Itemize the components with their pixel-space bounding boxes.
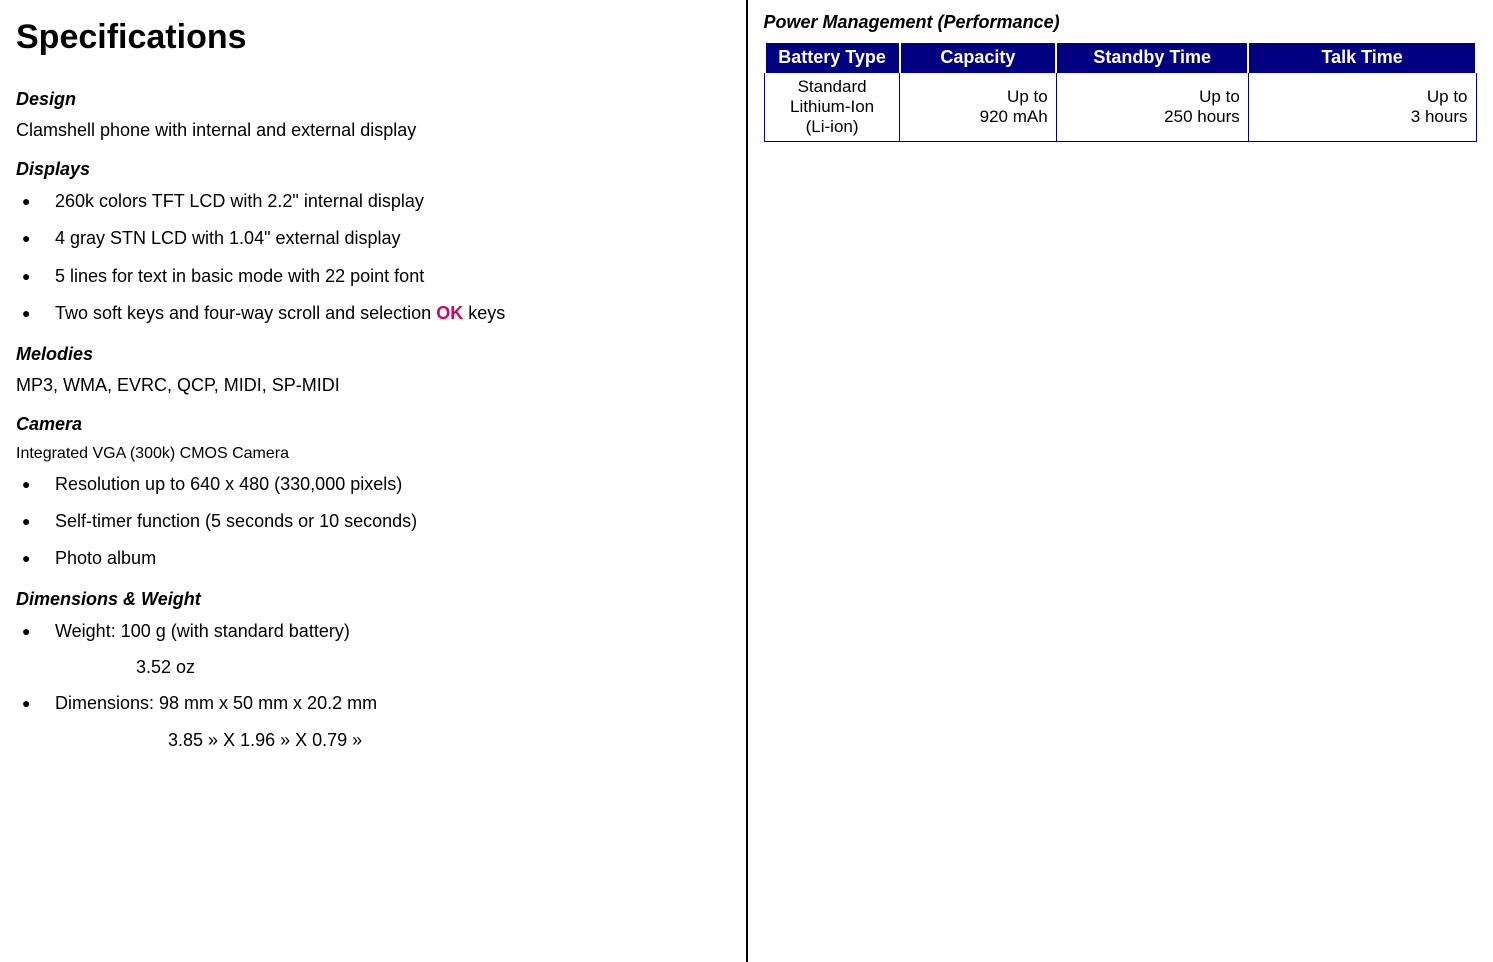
dimensions-list: Weight: 100 g (with standard battery) xyxy=(16,620,730,643)
table-cell: StandardLithium-Ion(Li-ion) xyxy=(765,73,900,142)
dimensions-list-2: Dimensions: 98 mm x 50 mm x 20.2 mm xyxy=(16,692,730,715)
power-heading: Power Management (Performance) xyxy=(764,12,1478,33)
list-item: 260k colors TFT LCD with 2.2" internal d… xyxy=(19,190,730,213)
power-table: Battery Type Capacity Standby Time Talk … xyxy=(764,43,1478,142)
table-row: StandardLithium-Ion(Li-ion) Up to920 mAh… xyxy=(765,73,1477,142)
table-header: Standby Time xyxy=(1056,43,1248,73)
list-item: 4 gray STN LCD with 1.04" external displ… xyxy=(19,227,730,250)
dim-sub: 3.85 » X 1.96 » X 0.79 » xyxy=(16,730,730,751)
left-column: Specifications Design Clamshell phone wi… xyxy=(0,0,748,962)
list-item: 5 lines for text in basic mode with 22 p… xyxy=(19,265,730,288)
list-item: Weight: 100 g (with standard battery) xyxy=(19,620,730,643)
right-column: Power Management (Performance) Battery T… xyxy=(748,0,1493,962)
list-text-prefix: Two soft keys and four-way scroll and se… xyxy=(55,303,436,323)
page-title: Specifications xyxy=(16,18,730,57)
list-item: Self-timer function (5 seconds or 10 sec… xyxy=(19,510,730,533)
table-body: StandardLithium-Ion(Li-ion) Up to920 mAh… xyxy=(765,73,1477,142)
ok-key-highlight: OK xyxy=(436,303,463,323)
table-cell: Up to250 hours xyxy=(1056,73,1248,142)
table-header: Talk Time xyxy=(1248,43,1476,73)
melodies-heading: Melodies xyxy=(16,344,730,365)
list-item: Two soft keys and four-way scroll and se… xyxy=(19,302,730,325)
table-header: Capacity xyxy=(900,43,1057,73)
camera-subtext: Integrated VGA (300k) CMOS Camera xyxy=(16,445,730,463)
dimensions-heading: Dimensions & Weight xyxy=(16,589,730,610)
list-text-suffix: keys xyxy=(463,303,505,323)
table-header-row: Battery Type Capacity Standby Time Talk … xyxy=(765,43,1477,73)
list-item: Dimensions: 98 mm x 50 mm x 20.2 mm xyxy=(19,692,730,715)
displays-heading: Displays xyxy=(16,159,730,180)
list-item: Photo album xyxy=(19,547,730,570)
table-cell: Up to3 hours xyxy=(1248,73,1476,142)
design-heading: Design xyxy=(16,89,730,110)
displays-list: 260k colors TFT LCD with 2.2" internal d… xyxy=(16,190,730,326)
list-item: Resolution up to 640 x 480 (330,000 pixe… xyxy=(19,473,730,496)
weight-sub: 3.52 oz xyxy=(16,657,730,678)
table-header: Battery Type xyxy=(765,43,900,73)
melodies-text: MP3, WMA, EVRC, QCP, MIDI, SP-MIDI xyxy=(16,375,730,396)
table-cell: Up to920 mAh xyxy=(900,73,1057,142)
design-text: Clamshell phone with internal and extern… xyxy=(16,120,730,141)
camera-list: Resolution up to 640 x 480 (330,000 pixe… xyxy=(16,473,730,571)
camera-heading: Camera xyxy=(16,414,730,435)
